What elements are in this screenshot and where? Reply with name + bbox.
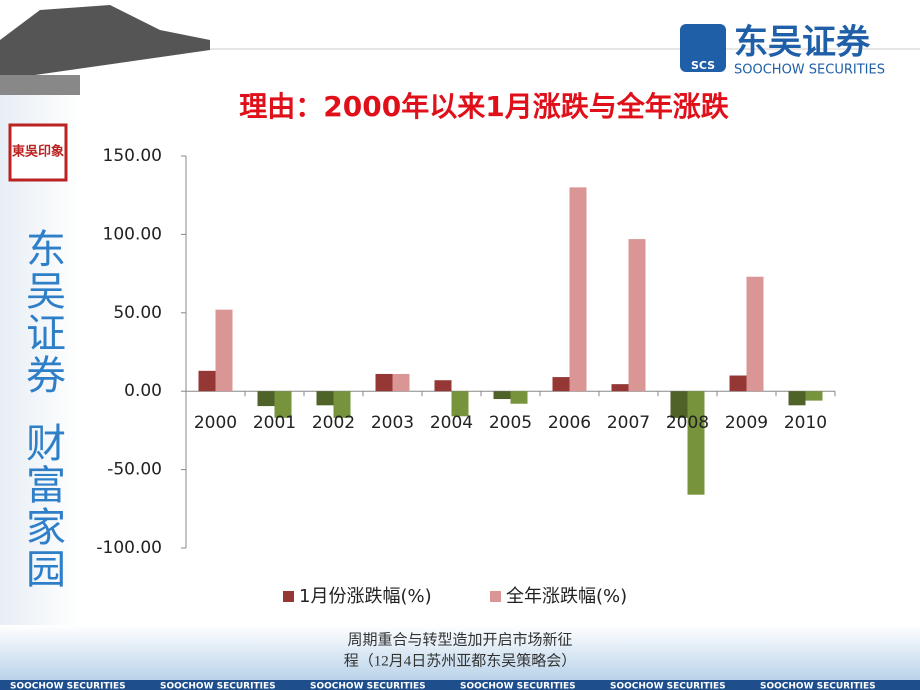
x-tick-label: 2003 [371,413,414,433]
bar [746,276,764,392]
bar [628,239,646,392]
bar [333,391,351,418]
x-tick-label: 2008 [666,413,709,433]
bar [392,373,410,392]
y-tick-label: 150.00 [103,146,162,166]
side-text: 东吴证券 [19,228,65,396]
footer-strip-text: SOOCHOW SECURITIES [310,682,426,690]
bar [805,391,823,401]
footer-strip-text: SOOCHOW SECURITIES [10,682,126,690]
bar [375,373,393,392]
seal-box [8,123,68,182]
footer-strip-text: SOOCHOW SECURITIES [160,682,276,690]
legend-label: 全年涨跌幅(%) [506,586,627,607]
bar [569,187,587,392]
legend-swatch [283,591,294,602]
bar [316,391,334,406]
logo-abbr: SCS [691,59,715,72]
bar [198,370,216,392]
y-tick-label: -50.00 [107,460,162,480]
logo-cn: 东吴证券 [734,23,871,63]
bar [670,391,688,418]
side-text: 财富家园 [19,422,65,590]
x-tick-label: 2002 [312,413,355,433]
bar [687,391,705,495]
bar [257,391,275,407]
footer-text: 程（12月4日苏州亚都东吴策略会） [344,652,577,669]
footer-band [0,625,920,680]
legend-label: 1月份涨跌幅(%) [299,586,432,607]
y-tick-label: -100.00 [96,538,162,558]
x-tick-label: 2006 [548,413,591,433]
roof-decoration [0,5,210,80]
roof-decoration [0,75,80,95]
logo-mark [680,24,726,72]
side-band [0,95,80,635]
seal: 東吳印象 [12,144,64,160]
x-tick-label: 2007 [607,413,650,433]
bar [788,391,806,406]
bar [493,391,511,400]
bar [215,309,233,392]
footer-text: 周期重合与转型造加开启市场新征 [347,631,572,648]
y-tick-label: 0.00 [124,381,162,401]
bar [274,391,292,418]
footer-strip [0,680,920,690]
x-tick-label: 2010 [784,413,827,433]
logo-en: SOOCHOW SECURITIES [734,63,885,78]
legend-swatch [490,591,501,602]
x-tick-label: 2004 [430,413,473,433]
footer-strip-text: SOOCHOW SECURITIES [460,682,576,690]
x-tick-label: 2000 [194,413,237,433]
bar [434,380,452,392]
x-tick-label: 2001 [253,413,296,433]
footer-strip-text: SOOCHOW SECURITIES [760,682,876,690]
bar [552,377,570,392]
footer-strip-text: SOOCHOW SECURITIES [610,682,726,690]
x-tick-label: 2005 [489,413,532,433]
y-tick-label: 50.00 [113,303,162,323]
bar [729,375,747,392]
bar [451,391,469,417]
x-tick-label: 2009 [725,413,768,433]
bar [510,391,528,404]
y-tick-label: 100.00 [103,224,162,244]
bar [611,384,629,392]
chart-title: 理由：2000年以来1月涨跌与全年涨跌 [239,90,728,123]
